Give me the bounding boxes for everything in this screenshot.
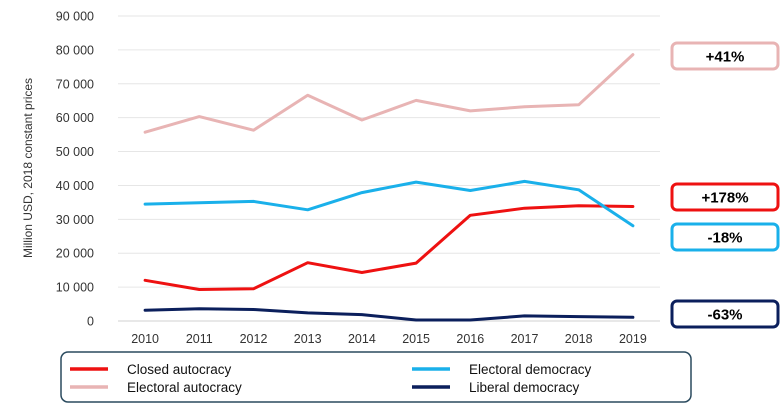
change-annotations: +41% +178% -18% -63%: [670, 41, 780, 329]
change-badge: [670, 41, 780, 71]
y-tick-label: 80 000: [56, 43, 94, 57]
x-tick-label: 2016: [456, 332, 484, 346]
y-tick-label: 0: [87, 315, 94, 329]
change-badge-label: -63%: [707, 307, 742, 324]
grid-lines: [118, 15, 660, 322]
y-tick-label: 30 000: [56, 213, 94, 227]
legend-label: Electoral autocracy: [127, 380, 242, 395]
x-tick-label: 2012: [240, 332, 268, 346]
change-badge: [670, 299, 780, 329]
y-axis-ticks: 0 10 000 20 000 30 000 40 000 50 000 60 000 70 …: [56, 10, 94, 329]
series-line-electoral-autocracy: [143, 53, 635, 134]
y-tick-label: 20 000: [56, 247, 94, 261]
y-tick-label: 50 000: [56, 145, 94, 159]
legend-box: [60, 351, 692, 403]
x-axis-ticks: 2010 2011 2012 2013 2014 2015 2016 2017 2018 2019: [131, 332, 647, 346]
y-tick-label: 60 000: [56, 111, 94, 125]
y-tick-label: 90 000: [56, 10, 94, 24]
x-tick-label: 2011: [186, 332, 213, 346]
legend-label: Electoral democracy: [469, 362, 592, 377]
legend-label: Liberal democracy: [469, 380, 580, 395]
legend-label: Closed autocracy: [127, 362, 232, 377]
legend: Closed autocracy Electoral autocracy Elect…: [60, 351, 692, 403]
x-tick-label: 2014: [348, 332, 376, 346]
change-badge: [670, 222, 780, 252]
change-badge-label: +178%: [701, 190, 748, 207]
x-tick-label: 2017: [511, 332, 539, 346]
y-tick-label: 10 000: [56, 281, 94, 295]
x-tick-label: 2018: [565, 332, 593, 346]
change-badge-label: -18%: [707, 230, 742, 247]
series-lines: [143, 53, 635, 322]
x-tick-label: 2010: [131, 332, 159, 346]
x-tick-label: 2019: [619, 332, 647, 346]
y-axis-label: Million USD, 2018 constant prices: [21, 78, 35, 258]
y-tick-label: 70 000: [56, 77, 94, 91]
series-line-liberal-democracy: [143, 307, 635, 322]
y-tick-label: 40 000: [56, 179, 94, 193]
x-tick-label: 2015: [402, 332, 430, 346]
change-badge: [670, 182, 780, 212]
series-line-electoral-democracy: [143, 179, 635, 228]
series-line-closed-autocracy: [143, 204, 635, 291]
x-tick-label: 2013: [294, 332, 322, 346]
change-badge-label: +41%: [706, 49, 745, 66]
